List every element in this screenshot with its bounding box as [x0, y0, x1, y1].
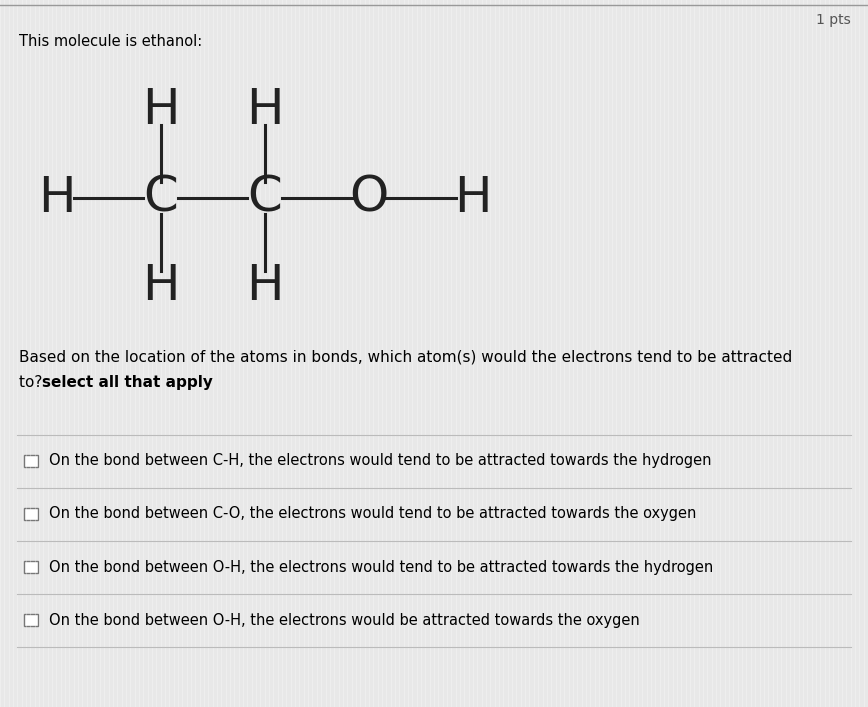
- Text: On the bond between C-H, the electrons would tend to be attracted towards the hy: On the bond between C-H, the electrons w…: [49, 453, 711, 469]
- Text: O: O: [349, 174, 389, 222]
- Text: On the bond between O-H, the electrons would tend to be attracted towards the hy: On the bond between O-H, the electrons w…: [49, 559, 713, 575]
- Text: On the bond between O-H, the electrons would be attracted towards the oxygen: On the bond between O-H, the electrons w…: [49, 612, 640, 628]
- Text: On the bond between C-O, the electrons would tend to be attracted towards the ox: On the bond between C-O, the electrons w…: [49, 506, 696, 522]
- Text: H: H: [454, 174, 492, 222]
- Text: select all that apply: select all that apply: [42, 375, 213, 390]
- Text: H: H: [246, 262, 284, 310]
- Text: H: H: [246, 86, 284, 134]
- Text: This molecule is ethanol:: This molecule is ethanol:: [19, 34, 202, 49]
- Text: C: C: [247, 174, 282, 222]
- Text: H: H: [141, 86, 180, 134]
- Text: to?: to?: [19, 375, 48, 390]
- Text: C: C: [143, 174, 178, 222]
- Text: Based on the location of the atoms in bonds, which atom(s) would the electrons t: Based on the location of the atoms in bo…: [19, 350, 792, 365]
- Text: 1 pts: 1 pts: [816, 13, 851, 27]
- Text: H: H: [141, 262, 180, 310]
- Text: H: H: [37, 174, 76, 222]
